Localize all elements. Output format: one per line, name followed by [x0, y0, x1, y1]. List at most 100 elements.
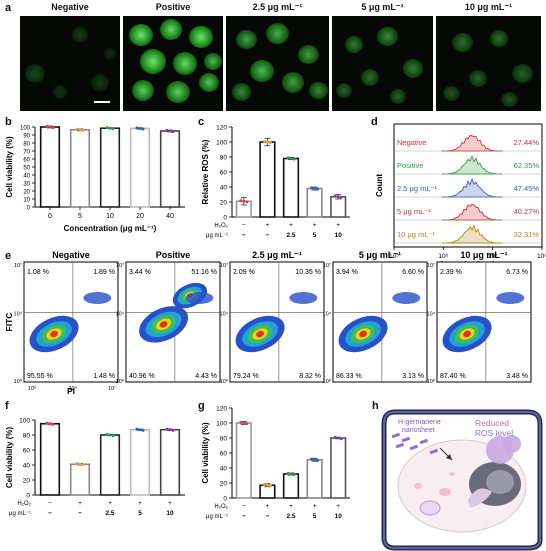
fluorescent-cell [468, 70, 488, 88]
y-tick-label: 10⁴ [427, 310, 436, 317]
quadrant-lr: 1.48 % [93, 373, 115, 380]
data-point [81, 128, 85, 132]
panel-letter-b: b [5, 116, 12, 128]
data-point [105, 432, 109, 436]
y-tick-label: 20 [23, 478, 31, 485]
fluorescent-cell [236, 30, 257, 50]
row-cell: + [108, 500, 112, 507]
y-tick-label: 120 [216, 125, 227, 132]
y-tick-label: 10 [23, 198, 30, 204]
quadrant-ur: 10.35 % [295, 269, 321, 276]
quadrant-ul: 3.44 % [129, 269, 151, 276]
data-point [268, 141, 272, 145]
y-tick-label: 100 [20, 126, 31, 132]
data-point [111, 127, 115, 131]
y-tick-label: 80 [220, 436, 228, 443]
data-point [51, 126, 55, 130]
fluorescent-cell [204, 53, 222, 71]
histogram-percent: 32.31% [514, 230, 540, 239]
y-tick-label: 20 [220, 481, 228, 488]
quadrant-lr: 4.43 % [195, 373, 217, 380]
x-tick-label: 10⁷ [108, 385, 116, 392]
fluorescent-cell [489, 30, 509, 48]
data-point [51, 422, 55, 426]
row-cell: + [266, 503, 270, 510]
data-point [292, 157, 296, 161]
micro-title-3: 2.5 μg mL⁻¹ [252, 2, 303, 12]
panel-letter-g: g [198, 400, 205, 412]
micro-title-5: 10 μg mL⁻¹ [464, 2, 513, 12]
ros-label-line1: Reduced [475, 418, 509, 428]
data-point [75, 462, 79, 466]
fluorescent-cell [266, 22, 289, 44]
y-axis-label: Relative ROS (%) [201, 139, 210, 204]
density-contour [463, 330, 471, 338]
data-point [289, 157, 293, 160]
row-label: H₂O₂ [17, 501, 31, 507]
y-axis-label: Cell viability (%) [201, 422, 210, 484]
data-point [239, 420, 243, 424]
row-cell: − [242, 503, 246, 510]
fluorescent-cell [132, 79, 154, 101]
data-point [339, 437, 343, 441]
y-tick-label: 80 [23, 142, 30, 148]
data-point [108, 433, 112, 437]
data-point [336, 436, 340, 440]
fluorescent-cell [189, 25, 213, 49]
data-point [292, 473, 296, 477]
y-tick-label: 40 [23, 463, 31, 470]
data-point [141, 127, 145, 131]
y-tick-label: 10⁰ [323, 378, 332, 385]
flow-title: 2.5 μg mL⁻¹ [252, 250, 302, 260]
row-cell: − [242, 513, 246, 520]
row-cell: 2.5 [286, 232, 295, 239]
row-label: μg mL⁻¹ [206, 514, 228, 520]
flow-title: 5 μg mL⁻¹ [359, 250, 401, 260]
data-point [286, 471, 290, 475]
data-point [310, 186, 314, 190]
y-tick-label: 10⁷ [116, 262, 124, 269]
y-tick-label: 100 [216, 140, 227, 147]
row-cell: 10 [335, 513, 343, 520]
data-point [111, 434, 115, 438]
density-tail [83, 292, 112, 304]
y-tick-label: 20 [220, 200, 228, 207]
y-tick-label: 10⁷ [323, 262, 331, 269]
data-point [171, 130, 175, 134]
micrograph-5 [332, 16, 433, 111]
y-tick-label: 50 [23, 166, 30, 172]
data-point [135, 126, 139, 130]
y-tick-label: 10⁷ [14, 262, 22, 269]
x-tick-label: 10⁷ [488, 253, 498, 260]
x-tick-label: 0 [48, 213, 52, 220]
row-cell: + [336, 503, 340, 510]
fluorescent-cell [377, 27, 398, 47]
y-tick-label: 40 [23, 174, 30, 180]
quadrant-lr: 3.13 % [402, 373, 424, 380]
fluorescent-cell [140, 49, 166, 74]
y-tick-label: 0 [223, 496, 227, 503]
row-cell: 5 [313, 232, 317, 239]
row-cell: + [78, 500, 82, 507]
x-tick-label: 10⁶ [438, 253, 448, 260]
y-tick-label: 70 [23, 150, 30, 156]
data-point [265, 483, 269, 487]
y-tick-label: 90 [23, 134, 30, 140]
panel-letter-c: c [198, 116, 205, 128]
fluorescent-cell [72, 27, 88, 43]
micrograph-negative [20, 16, 120, 111]
row-cell: + [289, 222, 293, 229]
data-point [268, 484, 272, 488]
data-point [286, 156, 290, 160]
x-tick-label: 10 [106, 213, 114, 220]
fluorescent-cell [361, 69, 380, 87]
data-point [48, 422, 52, 426]
quadrant-ur: 51.16 % [191, 269, 217, 276]
row-cell: 2.5 [105, 510, 114, 517]
data-point [339, 195, 343, 199]
y-tick-label: 10⁴ [323, 310, 332, 317]
y-axis-label: Cell viability (%) [5, 426, 14, 488]
panel-letter-d: d [371, 116, 378, 128]
density-tail [392, 292, 421, 304]
